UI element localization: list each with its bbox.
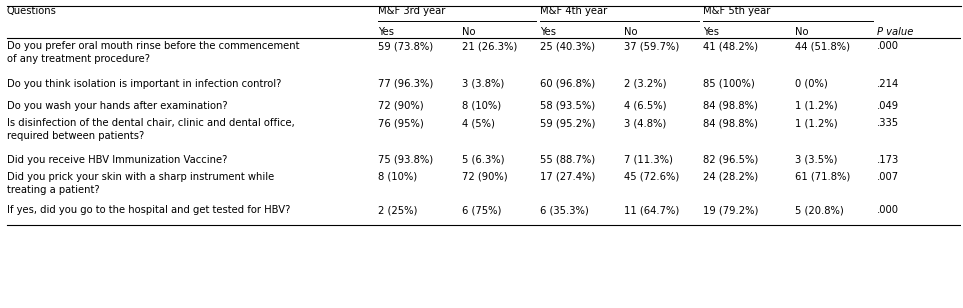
Text: .000: .000: [877, 41, 898, 51]
Text: 1 (1.2%): 1 (1.2%): [794, 118, 837, 128]
Text: No: No: [624, 27, 638, 37]
Text: 77 (96.3%): 77 (96.3%): [377, 79, 433, 89]
Text: M&F 5th year: M&F 5th year: [703, 6, 770, 17]
Text: 85 (100%): 85 (100%): [703, 79, 755, 89]
Text: .173: .173: [877, 155, 899, 165]
Text: 3 (3.8%): 3 (3.8%): [462, 79, 505, 89]
Text: 24 (28.2%): 24 (28.2%): [703, 172, 758, 182]
Text: 61 (71.8%): 61 (71.8%): [794, 172, 850, 182]
Text: M&F 3rd year: M&F 3rd year: [377, 6, 445, 17]
Text: No: No: [794, 27, 808, 37]
Text: 41 (48.2%): 41 (48.2%): [703, 41, 758, 51]
Text: M&F 4th year: M&F 4th year: [540, 6, 608, 17]
Text: Did you prick your skin with a sharp instrument while
treating a patient?: Did you prick your skin with a sharp ins…: [7, 172, 274, 195]
Text: 72 (90%): 72 (90%): [377, 100, 424, 111]
Text: 82 (96.5%): 82 (96.5%): [703, 155, 758, 165]
Text: 25 (40.3%): 25 (40.3%): [540, 41, 595, 51]
Text: Yes: Yes: [377, 27, 394, 37]
Text: 58 (93.5%): 58 (93.5%): [540, 100, 595, 111]
Text: Is disinfection of the dental chair, clinic and dental office,
required between : Is disinfection of the dental chair, cli…: [7, 118, 295, 141]
Text: 2 (25%): 2 (25%): [377, 205, 417, 216]
Text: 75 (93.8%): 75 (93.8%): [377, 155, 433, 165]
Text: 4 (6.5%): 4 (6.5%): [624, 100, 667, 111]
Text: .214: .214: [877, 79, 899, 89]
Text: No: No: [462, 27, 476, 37]
Text: 6 (35.3%): 6 (35.3%): [540, 205, 589, 216]
Text: 1 (1.2%): 1 (1.2%): [794, 100, 837, 111]
Text: 0 (0%): 0 (0%): [794, 79, 827, 89]
Text: 19 (79.2%): 19 (79.2%): [703, 205, 758, 216]
Text: Do you think isolation is important in infection control?: Do you think isolation is important in i…: [7, 79, 281, 89]
Text: 6 (75%): 6 (75%): [462, 205, 502, 216]
Text: 7 (11.3%): 7 (11.3%): [624, 155, 673, 165]
Text: 5 (20.8%): 5 (20.8%): [794, 205, 844, 216]
Text: 8 (10%): 8 (10%): [462, 100, 501, 111]
Text: Did you receive HBV Immunization Vaccine?: Did you receive HBV Immunization Vaccine…: [7, 155, 227, 165]
Text: 44 (51.8%): 44 (51.8%): [794, 41, 849, 51]
Text: 37 (59.7%): 37 (59.7%): [624, 41, 680, 51]
Text: 55 (88.7%): 55 (88.7%): [540, 155, 595, 165]
Text: Questions: Questions: [7, 6, 57, 17]
Text: 8 (10%): 8 (10%): [377, 172, 417, 182]
Text: Yes: Yes: [703, 27, 719, 37]
Text: .335: .335: [877, 118, 899, 128]
Text: 59 (73.8%): 59 (73.8%): [377, 41, 433, 51]
Text: 2 (3.2%): 2 (3.2%): [624, 79, 667, 89]
Text: 84 (98.8%): 84 (98.8%): [703, 118, 758, 128]
Text: If yes, did you go to the hospital and get tested for HBV?: If yes, did you go to the hospital and g…: [7, 205, 290, 216]
Text: P value: P value: [877, 27, 913, 37]
Text: 60 (96.8%): 60 (96.8%): [540, 79, 595, 89]
Text: 59 (95.2%): 59 (95.2%): [540, 118, 596, 128]
Text: 72 (90%): 72 (90%): [462, 172, 508, 182]
Text: 3 (4.8%): 3 (4.8%): [624, 118, 666, 128]
Text: Do you wash your hands after examination?: Do you wash your hands after examination…: [7, 100, 227, 111]
Text: 4 (5%): 4 (5%): [462, 118, 495, 128]
Text: 84 (98.8%): 84 (98.8%): [703, 100, 758, 111]
Text: Do you prefer oral mouth rinse before the commencement
of any treatment procedur: Do you prefer oral mouth rinse before th…: [7, 41, 299, 64]
Text: 45 (72.6%): 45 (72.6%): [624, 172, 680, 182]
Text: 3 (3.5%): 3 (3.5%): [794, 155, 837, 165]
Text: 11 (64.7%): 11 (64.7%): [624, 205, 680, 216]
Text: 17 (27.4%): 17 (27.4%): [540, 172, 595, 182]
Text: .000: .000: [877, 205, 898, 216]
Text: .007: .007: [877, 172, 899, 182]
Text: 21 (26.3%): 21 (26.3%): [462, 41, 517, 51]
Text: .049: .049: [877, 100, 899, 111]
Text: 5 (6.3%): 5 (6.3%): [462, 155, 505, 165]
Text: Yes: Yes: [540, 27, 557, 37]
Text: 76 (95%): 76 (95%): [377, 118, 424, 128]
